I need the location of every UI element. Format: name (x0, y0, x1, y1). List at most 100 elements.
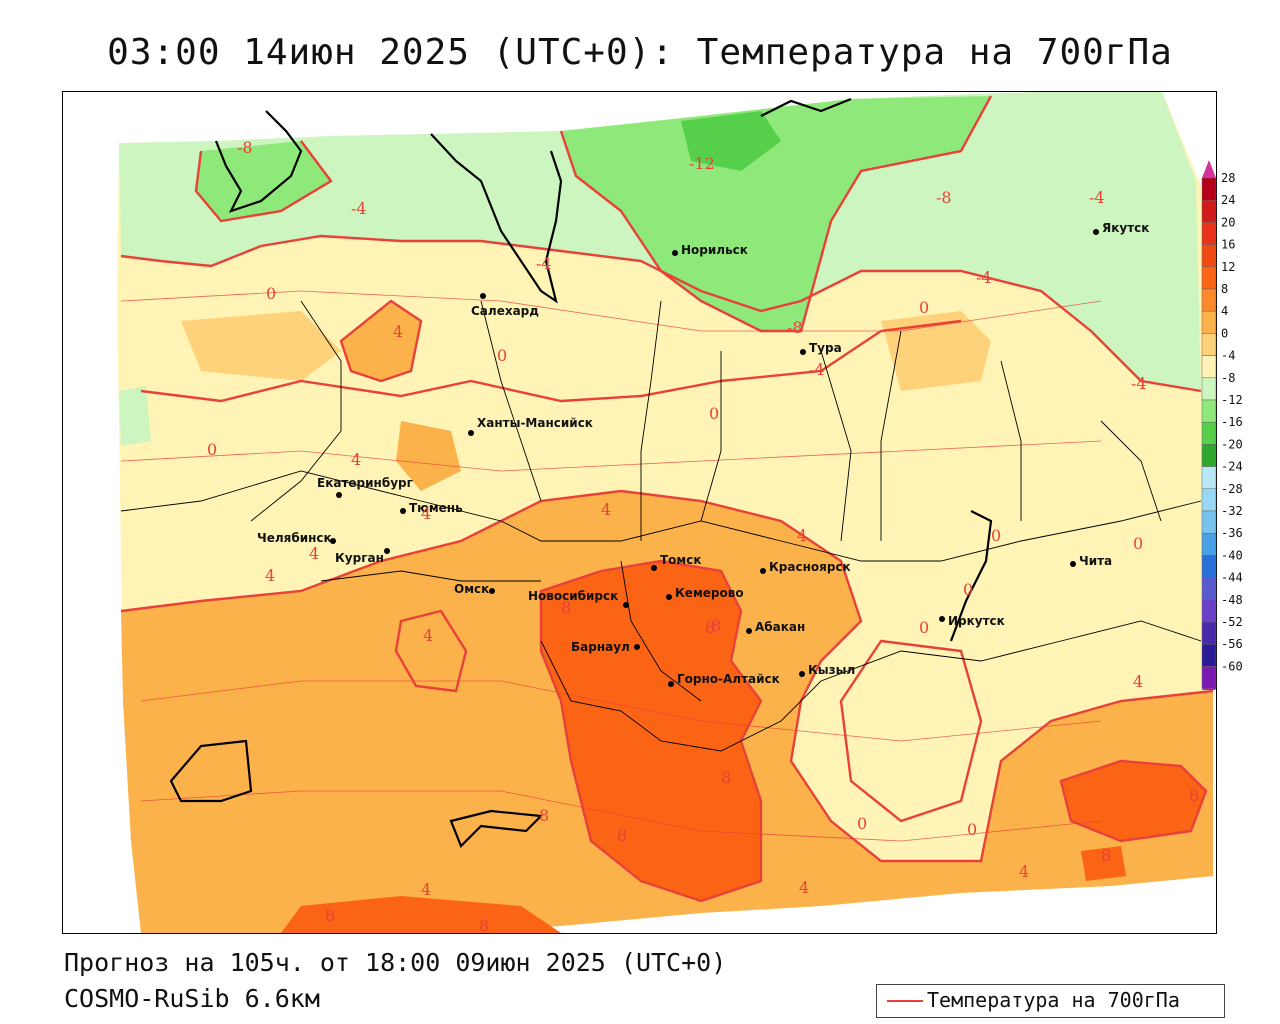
colorbar-tick-label: 20 (1221, 215, 1235, 229)
colorbar-tick-label: 28 (1221, 171, 1235, 185)
colorbar-tick-label: -52 (1221, 615, 1243, 629)
svg-text:Чита: Чита (1079, 554, 1112, 568)
svg-text:Барнаул: Барнаул (571, 640, 630, 654)
city-chita: Чита (1070, 554, 1112, 568)
colorbar-tick-label: 8 (1221, 282, 1228, 296)
city-tyumen: Тюмень (400, 501, 463, 515)
isotherm-label: -4 (536, 254, 552, 273)
city-krasnoyarsk: Красноярск (760, 560, 851, 574)
colorbar-segment (1201, 577, 1217, 601)
colorbar-tick-label: -20 (1221, 437, 1243, 451)
temp-zone-8-plus (541, 561, 761, 901)
isotherm-label: 4 (797, 526, 807, 545)
isotherm-label: -4 (1089, 188, 1105, 207)
colorbar-segment (1201, 555, 1217, 578)
city-omsk: Омск (454, 582, 495, 596)
colorbar-top-cap (1202, 160, 1216, 178)
isotherm-label: 8 (561, 598, 571, 617)
isotherm-label: 0 (709, 404, 719, 423)
colorbar-segment (1201, 288, 1217, 312)
colorbar-segment (1201, 310, 1217, 334)
colorbar-tick-label: -40 (1221, 548, 1243, 562)
isotherm-label: -4 (809, 360, 825, 379)
isotherm-label: 0 (207, 440, 217, 459)
admin-borders (120, 300, 1202, 752)
isotherm-label: -4 (976, 268, 992, 287)
svg-text:Горно-Алтайск: Горно-Алтайск (677, 672, 780, 686)
colorbar-tick-label: -28 (1221, 482, 1243, 496)
city-kurgan: Курган (335, 548, 390, 565)
colorbar-segment (1201, 466, 1217, 490)
isotherm-label: -8 (787, 318, 803, 337)
isotherm-label: -8 (936, 188, 952, 207)
isotherm-label: 8 (705, 618, 715, 637)
colorbar-segment (1201, 399, 1217, 423)
isotherm-label: 0 (967, 820, 977, 839)
colorbar-segment (1201, 244, 1217, 268)
isotherm-label: 8 (617, 826, 627, 845)
svg-text:Ханты-Мансийск: Ханты-Мансийск (477, 416, 593, 430)
city-tura: Тура (800, 341, 842, 355)
isotherm-label: 8 (479, 916, 489, 934)
isotherm-label: 0 (857, 814, 867, 833)
colorbar-tick-label: -8 (1221, 371, 1235, 385)
map-title: 03:00 14июн 2025 (UTC+0): Температура на… (107, 32, 1173, 73)
city-yakutsk: Якутск (1093, 221, 1149, 235)
isotherm-label: 0 (991, 526, 1001, 545)
svg-text:Новосибирск: Новосибирск (528, 589, 618, 603)
isotherm-label: -12 (689, 154, 715, 173)
colorbar-tick-label: 4 (1221, 304, 1228, 318)
city-kyzyl: Кызыл (799, 663, 855, 677)
svg-text:Красноярск: Красноярск (769, 560, 851, 574)
city-gorno-altaysk: Горно-Алтайск (668, 672, 780, 687)
isotherm-label: 8 (325, 906, 335, 925)
colorbar-segment (1201, 444, 1217, 467)
colorbar-segment (1201, 488, 1217, 512)
colorbar-segment (1201, 643, 1217, 667)
temp-zone-minus12 (681, 111, 781, 171)
isotherm-label: 8 (1189, 786, 1199, 805)
svg-text:Курган: Курган (335, 551, 384, 565)
isotherm-label: -4 (1131, 374, 1147, 393)
colorbar-segment (1201, 510, 1217, 534)
isotherm-label: 4 (265, 566, 275, 585)
colorbar-segment (1201, 177, 1217, 201)
svg-text:Иркутск: Иркутск (948, 614, 1005, 628)
temperature-map: Норильск Якутск Салехард Тура Ханты-Манс… (62, 91, 1217, 934)
city-yekaterinburg: Екатеринбург (317, 476, 413, 498)
city-kemerovo: Кемерово (666, 586, 744, 600)
isotherm-label: 8 (711, 616, 721, 635)
legend-line-swatch (887, 1000, 923, 1002)
svg-text:Якутск: Якутск (1102, 221, 1149, 235)
colorbar-tick-label: 24 (1221, 193, 1235, 207)
isotherm-label: 4 (423, 626, 433, 645)
city-markers: Норильск Якутск Салехард Тура Ханты-Манс… (257, 221, 1149, 687)
svg-text:Кемерово: Кемерово (675, 586, 744, 600)
svg-text:Абакан: Абакан (755, 620, 805, 634)
svg-text:Тура: Тура (809, 341, 842, 355)
colorbar-tick-label: -44 (1221, 571, 1243, 585)
isotherm-label: 4 (351, 450, 361, 469)
isotherm-label: 0 (963, 580, 973, 599)
isotherm-label: 8 (539, 806, 549, 825)
isotherm-label: 4 (421, 504, 431, 523)
isotherm-label: 0 (919, 298, 929, 317)
svg-text:Челябинск: Челябинск (257, 531, 332, 545)
model-name: COSMO-RuSib 6.6км (64, 984, 320, 1013)
svg-text:Салехард: Салехард (471, 304, 539, 318)
colorbar-segment (1201, 333, 1217, 356)
isotherm-label: 4 (601, 500, 611, 519)
svg-text:Омск: Омск (454, 582, 489, 596)
isotherm-label: 4 (393, 322, 403, 341)
colorbar-tick-label: -12 (1221, 393, 1243, 407)
colorbar-segment (1201, 266, 1217, 290)
svg-text:Тюмень: Тюмень (409, 501, 463, 515)
colorbar-segment (1201, 599, 1217, 623)
isotherm-label: 0 (1133, 534, 1143, 553)
colorbar-tick-label: 0 (1221, 326, 1228, 340)
isotherm-label: 0 (919, 618, 929, 637)
city-chelyabinsk: Челябинск (257, 531, 336, 545)
colorbar-segment (1201, 421, 1217, 445)
isotherm-label: 4 (799, 878, 809, 897)
colorbar-tick-label: -36 (1221, 526, 1243, 540)
